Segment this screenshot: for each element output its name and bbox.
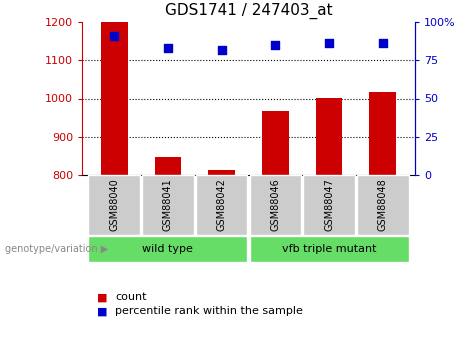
- Bar: [101, 22, 128, 175]
- Point: [379, 41, 386, 46]
- FancyBboxPatch shape: [89, 175, 140, 235]
- Bar: [262, 111, 289, 175]
- Point: [218, 47, 225, 52]
- Point: [325, 41, 333, 46]
- Text: GSM88040: GSM88040: [109, 179, 119, 231]
- Text: percentile rank within the sample: percentile rank within the sample: [115, 306, 303, 316]
- Title: GDS1741 / 247403_at: GDS1741 / 247403_at: [165, 3, 332, 19]
- Point: [164, 45, 171, 51]
- Bar: [154, 157, 181, 175]
- Text: ■: ■: [97, 293, 107, 303]
- Text: ■: ■: [97, 306, 107, 316]
- FancyBboxPatch shape: [249, 236, 408, 262]
- FancyBboxPatch shape: [303, 175, 355, 235]
- Text: GSM88041: GSM88041: [163, 179, 173, 231]
- FancyBboxPatch shape: [249, 175, 301, 235]
- Text: GSM88047: GSM88047: [324, 179, 334, 231]
- Text: GSM88042: GSM88042: [217, 179, 227, 231]
- Point: [272, 42, 279, 48]
- Bar: [316, 98, 343, 175]
- Text: genotype/variation ▶: genotype/variation ▶: [5, 244, 108, 254]
- FancyBboxPatch shape: [196, 175, 248, 235]
- Text: wild type: wild type: [142, 244, 193, 254]
- Point: [111, 33, 118, 39]
- Text: GSM88046: GSM88046: [270, 179, 280, 231]
- Bar: [208, 170, 235, 175]
- FancyBboxPatch shape: [357, 175, 408, 235]
- FancyBboxPatch shape: [89, 236, 248, 262]
- Text: vfb triple mutant: vfb triple mutant: [282, 244, 376, 254]
- FancyBboxPatch shape: [142, 175, 194, 235]
- Text: GSM88048: GSM88048: [378, 179, 388, 231]
- Text: count: count: [115, 293, 147, 303]
- Bar: [369, 92, 396, 175]
